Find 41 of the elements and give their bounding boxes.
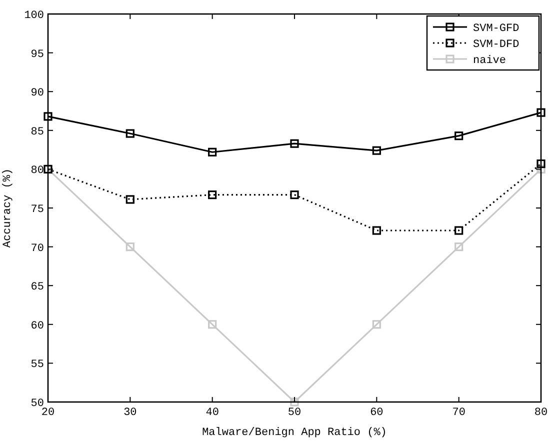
legend-label: SVM-DFD [473,39,520,51]
y-tick-label: 55 [30,359,44,372]
y-tick-label: 65 [30,282,44,294]
x-tick-label: 60 [370,407,384,419]
x-tick-label: 80 [534,407,548,419]
y-tick-label: 90 [30,88,44,100]
y-tick-label: 70 [30,242,44,255]
legend-label: SVM-GFD [473,23,520,35]
y-tick-label: 95 [30,48,44,61]
x-tick-label: 30 [124,407,137,419]
point [454,242,464,252]
x-axis-title: Malware/Benign App Ratio (%) [202,427,387,439]
point [208,148,217,156]
point [208,190,217,200]
legend-label: naive [473,55,506,67]
point [208,320,217,329]
point [536,159,546,168]
x-tick-label: 70 [452,407,466,419]
point [372,320,381,329]
point [372,146,381,155]
point [126,129,134,138]
y-tick-label: 100 [24,10,44,22]
y-tick-label: 80 [30,165,44,178]
point [454,226,464,235]
point [126,242,134,252]
point [454,132,464,140]
point [290,139,299,148]
y-axis-title: Accuracy (%) [2,168,14,248]
x-tick-label: 20 [41,407,55,419]
y-tick-label: 75 [30,204,44,216]
point [44,112,52,121]
point [372,226,381,235]
y-tick-label: 85 [30,126,44,138]
x-tick-label: 50 [288,407,302,419]
point [290,190,299,200]
point [126,195,134,204]
y-tick-label: 60 [30,320,44,332]
point [290,398,299,406]
point [536,108,546,117]
point [536,164,546,174]
x-tick-label: 40 [206,407,219,419]
